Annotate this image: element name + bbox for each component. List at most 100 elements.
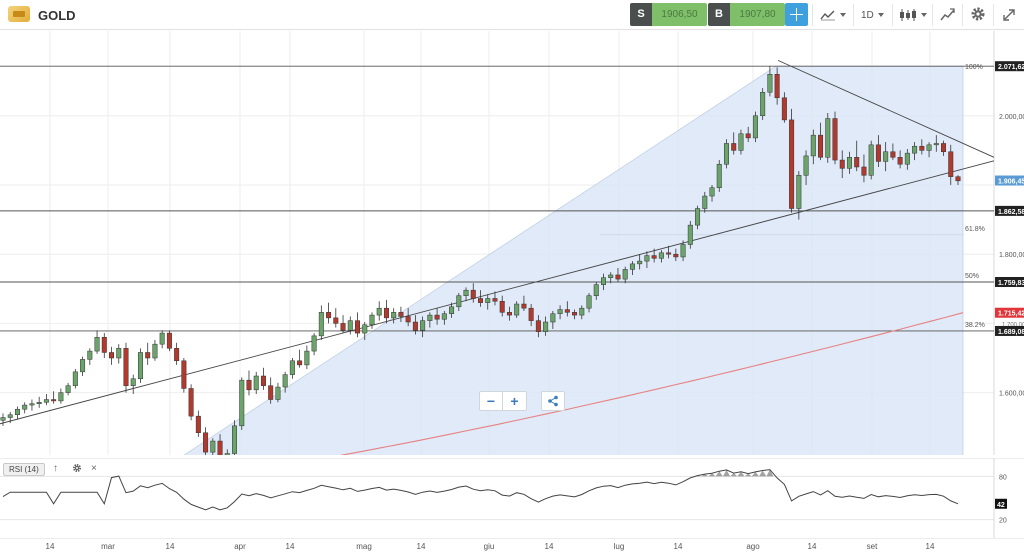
candle-body bbox=[658, 252, 664, 259]
candle-body bbox=[51, 399, 57, 402]
candle bbox=[14, 406, 20, 419]
rsi-chart[interactable]: 80 20 42 bbox=[0, 458, 1024, 538]
price-chart[interactable]: 100%61.8%50%38.2%0% 2.000,001.800,001.60… bbox=[0, 31, 1024, 455]
candle-body bbox=[22, 404, 28, 410]
candle-body bbox=[839, 159, 845, 169]
candle-body bbox=[391, 312, 397, 319]
candle bbox=[275, 382, 281, 403]
candle bbox=[926, 142, 932, 158]
zoom-minus-icon[interactable]: − bbox=[479, 391, 503, 411]
candle-body bbox=[680, 244, 686, 258]
expand-icon[interactable] bbox=[1002, 7, 1016, 23]
candles-menu[interactable] bbox=[899, 7, 927, 23]
candle-body bbox=[789, 119, 795, 209]
candle-body bbox=[405, 316, 411, 323]
candle bbox=[80, 356, 86, 376]
rsi-move-up-icon[interactable]: ↑ bbox=[53, 463, 58, 474]
candle-body bbox=[116, 348, 122, 359]
toolbar-divider bbox=[993, 4, 994, 26]
candle bbox=[485, 294, 491, 310]
rsi-level-label: 80 bbox=[999, 474, 1007, 481]
chart-style-menu[interactable] bbox=[820, 7, 846, 23]
candle bbox=[65, 382, 71, 396]
candle bbox=[514, 301, 520, 318]
zoom-plus-icon[interactable]: + bbox=[503, 391, 527, 411]
candle bbox=[318, 305, 324, 341]
candle bbox=[868, 140, 874, 180]
candle bbox=[166, 330, 172, 352]
candle bbox=[326, 302, 332, 324]
candle bbox=[152, 340, 158, 361]
candle-body bbox=[181, 360, 187, 389]
timeframe-menu[interactable]: 1D bbox=[861, 7, 884, 23]
candle bbox=[919, 139, 925, 155]
candle bbox=[716, 160, 722, 192]
candle-body bbox=[369, 314, 375, 326]
price-tick-label: 1.600,00 bbox=[999, 391, 1024, 398]
candle bbox=[282, 371, 288, 393]
candle-body bbox=[203, 432, 209, 453]
toolbar-divider bbox=[853, 4, 854, 26]
rsi-overbought-area bbox=[115, 469, 774, 477]
candle-body bbox=[130, 378, 136, 386]
candle-body bbox=[926, 144, 932, 151]
candle-body bbox=[723, 143, 729, 165]
chart-toolbar: GOLD S 1906,50 B 1907,80 1D bbox=[0, 0, 1024, 30]
price-tag-high-bg bbox=[995, 61, 1024, 72]
candle-body bbox=[890, 151, 896, 158]
candle-body bbox=[109, 352, 115, 359]
candle bbox=[289, 358, 295, 379]
candle bbox=[543, 316, 549, 336]
sell-button[interactable]: S 1906,50 bbox=[630, 3, 707, 26]
candle-body bbox=[253, 375, 259, 391]
candle-body bbox=[687, 224, 693, 245]
candle-body bbox=[145, 352, 151, 359]
candle bbox=[195, 410, 201, 437]
rsi-settings-gear-icon[interactable] bbox=[72, 463, 82, 476]
candle-body bbox=[304, 350, 310, 366]
candle-body bbox=[188, 388, 194, 417]
candle bbox=[832, 111, 838, 165]
price-tick-label: 1.800,00 bbox=[999, 252, 1024, 259]
candle bbox=[246, 370, 252, 396]
candle bbox=[550, 310, 556, 329]
candle-body bbox=[695, 208, 701, 226]
share-icon[interactable] bbox=[541, 391, 565, 411]
price-tag-fib50: 1.759,83 bbox=[995, 276, 1024, 287]
candle-body bbox=[485, 298, 491, 303]
buy-tag: B bbox=[708, 3, 730, 26]
buy-button[interactable]: B 1907,80 bbox=[708, 3, 785, 26]
settings-gear-icon[interactable] bbox=[970, 6, 986, 22]
candle bbox=[846, 151, 852, 174]
rsi-value-text: 42 bbox=[997, 502, 1005, 509]
chart-style-icon bbox=[820, 10, 835, 21]
candle-body bbox=[673, 253, 679, 258]
candle bbox=[29, 399, 35, 411]
crosshair-icon[interactable] bbox=[785, 3, 808, 26]
candle bbox=[666, 245, 672, 259]
candle bbox=[687, 220, 693, 249]
candle-body bbox=[933, 143, 939, 146]
rsi-line bbox=[2, 469, 959, 511]
candle bbox=[449, 302, 455, 318]
candle-body bbox=[449, 306, 455, 314]
candle-body bbox=[572, 312, 578, 316]
rsi-indicator-label[interactable]: RSI (14) bbox=[3, 463, 45, 476]
candle-body bbox=[564, 309, 570, 313]
candle-body bbox=[123, 348, 129, 386]
candle-body bbox=[412, 321, 418, 331]
drawing-pen-icon[interactable] bbox=[940, 7, 956, 23]
symbol-name[interactable]: GOLD bbox=[38, 8, 76, 23]
rsi-close-icon[interactable]: × bbox=[91, 463, 97, 474]
candle bbox=[87, 348, 93, 365]
candle bbox=[58, 388, 64, 404]
candle bbox=[875, 135, 881, 167]
candle bbox=[723, 139, 729, 169]
candle-body bbox=[275, 386, 281, 400]
candle bbox=[528, 304, 534, 327]
price-tag-resistance: 1.862,58 bbox=[995, 205, 1024, 216]
sell-tag: S bbox=[630, 3, 652, 26]
candle bbox=[506, 306, 512, 321]
candle-body bbox=[629, 263, 635, 270]
candle-body bbox=[217, 440, 223, 455]
